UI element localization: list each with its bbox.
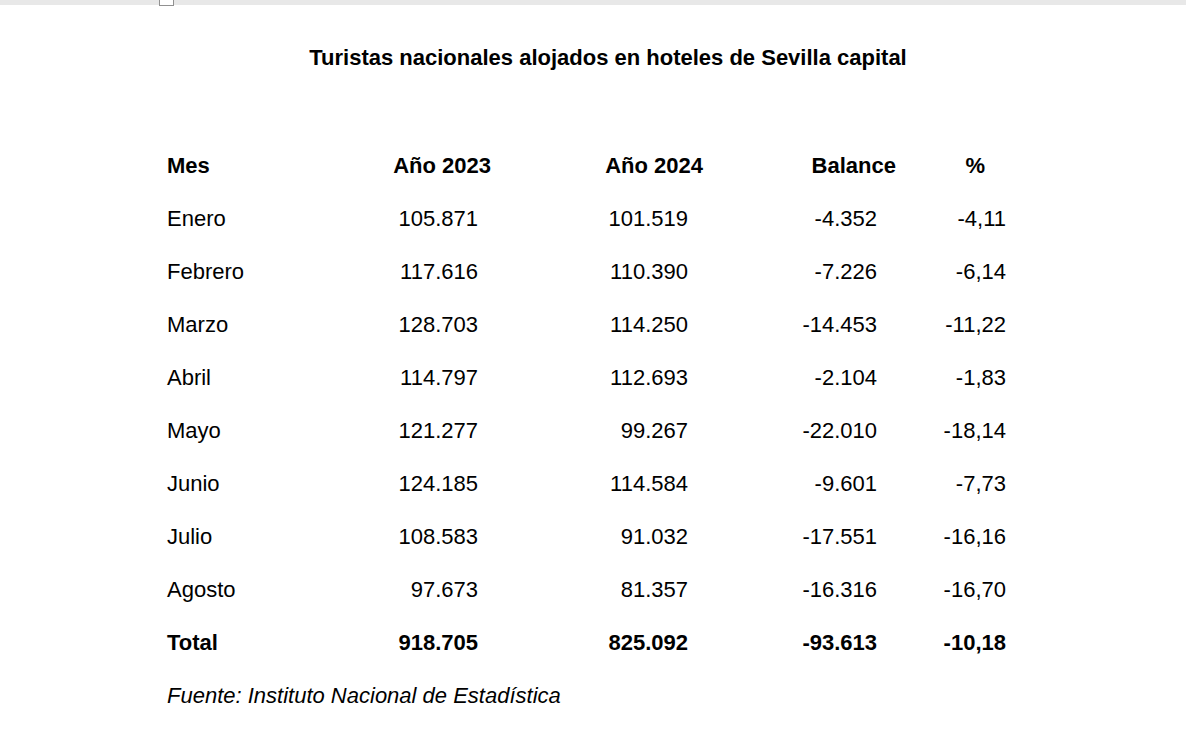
cell-y2023: 124.185	[380, 457, 491, 510]
cell-y2024: 101.519	[491, 192, 703, 245]
cell-month: Enero	[167, 192, 380, 245]
cell-total-y2023: 918.705	[380, 616, 491, 669]
cell-y2023: 121.277	[380, 404, 491, 457]
cell-y2023: 128.703	[380, 298, 491, 351]
cell-balance: -22.010	[703, 404, 896, 457]
cell-y2024: 91.032	[491, 510, 703, 563]
column-header-ano-2024: Año 2024	[491, 139, 703, 192]
cell-percent: -4,11	[896, 192, 1049, 245]
table-row: Mayo 121.277 99.267 -22.010 -18,14	[167, 404, 1049, 457]
cell-percent: -6,14	[896, 245, 1049, 298]
table-row: Enero 105.871 101.519 -4.352 -4,11	[167, 192, 1049, 245]
cell-y2023: 114.797	[380, 351, 491, 404]
table-header-row: Mes Año 2023 Año 2024 Balance %	[167, 139, 1049, 192]
cell-y2024: 99.267	[491, 404, 703, 457]
cell-y2024: 114.250	[491, 298, 703, 351]
cell-y2024: 114.584	[491, 457, 703, 510]
cell-percent: -11,22	[896, 298, 1049, 351]
cell-percent: -7,73	[896, 457, 1049, 510]
cell-total-label: Total	[167, 616, 380, 669]
cell-balance: -2.104	[703, 351, 896, 404]
cell-month: Agosto	[167, 563, 380, 616]
cell-month: Febrero	[167, 245, 380, 298]
column-header-mes: Mes	[167, 139, 380, 192]
cell-percent: -1,83	[896, 351, 1049, 404]
table-row: Agosto 97.673 81.357 -16.316 -16,70	[167, 563, 1049, 616]
cell-balance: -4.352	[703, 192, 896, 245]
table-total-row: Total 918.705 825.092 -93.613 -10,18	[167, 616, 1049, 669]
page-title: Turistas nacionales alojados en hoteles …	[167, 45, 1049, 71]
cell-month: Junio	[167, 457, 380, 510]
cell-y2023: 97.673	[380, 563, 491, 616]
table-row: Julio 108.583 91.032 -17.551 -16,16	[167, 510, 1049, 563]
cell-y2023: 108.583	[380, 510, 491, 563]
cell-balance: -9.601	[703, 457, 896, 510]
table-row: Junio 124.185 114.584 -9.601 -7,73	[167, 457, 1049, 510]
cell-total-y2024: 825.092	[491, 616, 703, 669]
cell-month: Mayo	[167, 404, 380, 457]
window-top-edge	[0, 0, 1186, 5]
table-row: Abril 114.797 112.693 -2.104 -1,83	[167, 351, 1049, 404]
cell-percent: -16,16	[896, 510, 1049, 563]
cell-percent: -18,14	[896, 404, 1049, 457]
table-row: Marzo 128.703 114.250 -14.453 -11,22	[167, 298, 1049, 351]
cell-total-balance: -93.613	[703, 616, 896, 669]
column-header-balance: Balance	[703, 139, 896, 192]
cell-balance: -16.316	[703, 563, 896, 616]
cell-balance: -17.551	[703, 510, 896, 563]
cell-y2024: 112.693	[491, 351, 703, 404]
cell-y2024: 81.357	[491, 563, 703, 616]
table-row: Febrero 117.616 110.390 -7.226 -6,14	[167, 245, 1049, 298]
cell-y2023: 117.616	[380, 245, 491, 298]
cell-total-percent: -10,18	[896, 616, 1049, 669]
cell-month: Abril	[167, 351, 380, 404]
column-header-ano-2023: Año 2023	[380, 139, 491, 192]
selection-resize-handle[interactable]	[159, 0, 174, 6]
cell-month: Marzo	[167, 298, 380, 351]
source-note: Fuente: Instituto Nacional de Estadístic…	[167, 669, 561, 722]
column-header-percent: %	[896, 139, 1049, 192]
cell-y2023: 105.871	[380, 192, 491, 245]
cell-balance: -14.453	[703, 298, 896, 351]
cell-y2024: 110.390	[491, 245, 703, 298]
cell-percent: -16,70	[896, 563, 1049, 616]
cell-balance: -7.226	[703, 245, 896, 298]
cell-month: Julio	[167, 510, 380, 563]
tourists-table: Mes Año 2023 Año 2024 Balance % Enero 10…	[167, 139, 1049, 669]
